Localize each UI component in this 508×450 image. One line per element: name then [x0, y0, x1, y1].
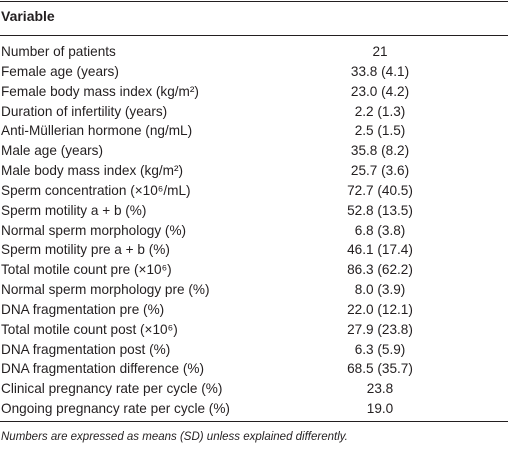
row-value: 27.9 (23.8) — [347, 321, 413, 337]
row-value: 8.0 (3.9) — [354, 282, 406, 297]
row-label: Female age (years) — [1, 63, 119, 79]
row-label: DNA fragmentation pre (%) — [1, 301, 165, 317]
row-value: 25.7 (3.6) — [350, 163, 410, 178]
row-label: Normal sperm morphology pre (%) — [1, 282, 210, 297]
top-rule — [0, 1, 508, 2]
row-value: 23.0 (4.2) — [350, 83, 410, 99]
row-label: DNA fragmentation post (%) — [1, 341, 171, 357]
row-label: Sperm motility pre a + b (%) — [1, 242, 170, 258]
bottom-rule — [0, 421, 508, 422]
row-label: Total motile count post (×10⁶) — [1, 321, 178, 337]
row-label: Male age (years) — [1, 143, 103, 159]
row-value: 22.0 (12.1) — [347, 301, 413, 317]
row-label: Male body mass index (kg/m²) — [1, 163, 184, 178]
row-value: 86.3 (62.2) — [347, 262, 413, 278]
header-rule — [0, 35, 508, 36]
row-label: Ongoing pregnancy rate per cycle (%) — [1, 401, 230, 416]
row-label: Clinical pregnancy rate per cycle (%) — [1, 381, 223, 397]
row-label: Sperm concentration (×10⁶/mL) — [1, 182, 191, 198]
row-value: 46.1 (17.4) — [347, 242, 413, 258]
row-label: Normal sperm morphology (%) — [1, 222, 187, 238]
row-value: 68.5 (35.7) — [347, 361, 413, 377]
row-label: Duration of infertility (years) — [1, 103, 168, 119]
row-label: Total motile count pre (×10⁶) — [1, 262, 172, 278]
row-value: 6.3 (5.9) — [354, 341, 406, 357]
row-label: DNA fragmentation difference (%) — [1, 361, 204, 377]
row-label: Number of patients — [1, 44, 116, 59]
row-value: 52.8 (13.5) — [347, 202, 413, 218]
row-value: 35.8 (8.2) — [350, 143, 410, 159]
footnote: Numbers are expressed as means (SD) unle… — [1, 431, 348, 443]
row-label: Anti-Müllerian hormone (ng/mL) — [1, 123, 193, 139]
row-value: 6.8 (3.8) — [354, 222, 406, 238]
row-value: 72.7 (40.5) — [347, 182, 413, 198]
row-value: 23.8 — [366, 381, 394, 397]
row-label: Female body mass index (kg/m²) — [1, 83, 199, 99]
column-header: Variable — [1, 8, 55, 24]
row-value: 21 — [372, 44, 388, 59]
row-value: 2.2 (1.3) — [354, 103, 406, 119]
row-value: 19.0 — [366, 401, 394, 416]
row-value: 33.8 (4.1) — [350, 63, 410, 79]
row-label: Sperm motility a + b (%) — [1, 202, 147, 218]
row-value: 2.5 (1.5) — [354, 123, 406, 139]
